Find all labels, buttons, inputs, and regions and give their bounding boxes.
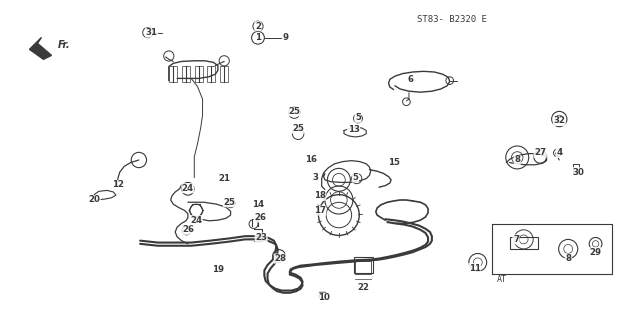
Text: 11: 11 (469, 264, 480, 273)
Text: 18: 18 (314, 191, 326, 200)
Text: 25: 25 (292, 124, 304, 133)
Text: 26: 26 (182, 225, 194, 234)
Text: 13: 13 (348, 125, 359, 134)
Text: 32: 32 (554, 116, 565, 125)
Text: 29: 29 (590, 248, 601, 257)
Bar (169, 66, 177, 82)
Text: 17: 17 (313, 206, 326, 215)
Text: 1: 1 (255, 33, 261, 42)
Text: 5: 5 (352, 173, 359, 182)
Text: 19: 19 (212, 265, 224, 274)
Text: 4: 4 (556, 148, 562, 157)
Bar (220, 66, 228, 82)
Text: 7: 7 (513, 235, 519, 244)
Bar (208, 66, 215, 82)
Bar (354, 257, 373, 273)
Text: 25: 25 (289, 107, 300, 116)
Text: 20: 20 (89, 196, 100, 204)
Text: 8: 8 (565, 254, 571, 263)
Text: 2: 2 (255, 22, 261, 31)
Bar (195, 66, 203, 82)
Text: 27: 27 (534, 148, 547, 157)
Text: 14: 14 (252, 200, 264, 209)
Bar (182, 66, 190, 82)
Text: 16: 16 (305, 155, 317, 164)
Text: AT: AT (497, 275, 507, 284)
Polygon shape (29, 37, 52, 60)
Text: 24: 24 (190, 216, 203, 225)
Text: 30: 30 (573, 168, 584, 177)
Text: 5: 5 (355, 113, 361, 122)
Text: 3: 3 (312, 173, 318, 182)
Text: 21: 21 (218, 174, 230, 183)
Text: 23: 23 (255, 233, 267, 242)
Bar (355, 261, 371, 274)
Text: 24: 24 (182, 184, 194, 193)
Text: 26: 26 (254, 213, 266, 222)
Text: 28: 28 (275, 254, 286, 263)
Text: 10: 10 (318, 293, 329, 302)
Text: 25: 25 (224, 198, 235, 207)
Text: 12: 12 (112, 180, 124, 189)
Text: 22: 22 (357, 284, 369, 292)
Text: 8: 8 (514, 156, 520, 164)
Text: 9: 9 (282, 33, 289, 42)
Text: ST83- B2320 E: ST83- B2320 E (417, 15, 487, 24)
Text: 31: 31 (146, 28, 157, 37)
Text: 6: 6 (408, 75, 414, 84)
Text: 15: 15 (388, 158, 399, 167)
Text: Fr.: Fr. (57, 40, 70, 50)
